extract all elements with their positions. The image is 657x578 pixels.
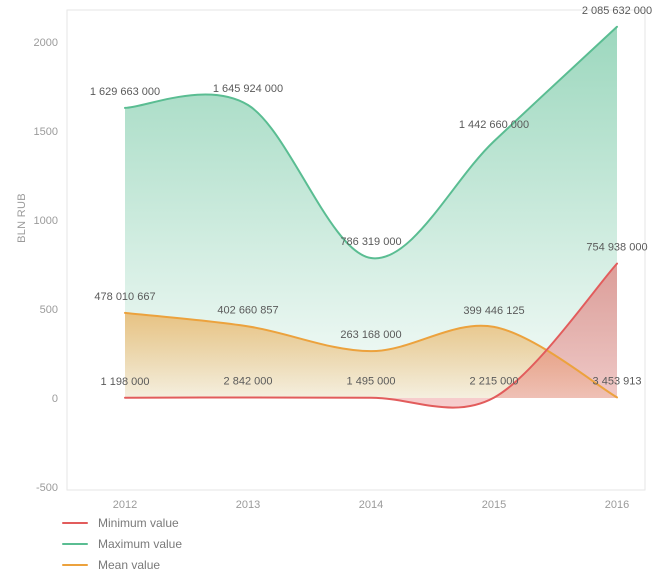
series-area-minimum-value xyxy=(125,263,617,408)
data-label: 478 010 667 xyxy=(94,291,155,303)
data-label: 754 938 000 xyxy=(586,242,647,254)
data-label: 399 446 125 xyxy=(463,305,524,317)
series-line-minimum-value xyxy=(124,262,618,409)
y-tick-label: 500 xyxy=(40,304,58,316)
series-area-maximum-value xyxy=(125,26,617,398)
data-label: 1 645 924 000 xyxy=(213,83,283,95)
data-label: 786 319 000 xyxy=(340,236,401,248)
x-tick-label: 2015 xyxy=(482,499,506,511)
data-label: 1 629 663 000 xyxy=(90,86,160,98)
data-label: 2 215 000 xyxy=(470,376,519,388)
data-label: 1 495 000 xyxy=(347,376,396,388)
data-label: 2 085 632 000 xyxy=(582,5,652,17)
legend-item-label: Mean value xyxy=(98,557,161,572)
x-tick-label: 2016 xyxy=(605,499,629,511)
x-tick-label: 2013 xyxy=(236,499,260,511)
legend-item-label: Minimum value xyxy=(98,515,179,530)
plot-area: -500 0 500 1000 1500 2000 2012 2013 2014 2015 2016… xyxy=(16,5,652,511)
legend-marker-icon xyxy=(62,563,88,566)
legend-marker-icon xyxy=(62,521,88,524)
legend: Minimum value Maximum value Mean value xyxy=(62,512,182,575)
legend-item-minimum-value[interactable]: Minimum value xyxy=(62,512,182,533)
legend-item-label: Maximum value xyxy=(98,536,183,551)
x-tick-label: 2012 xyxy=(113,499,137,511)
data-label: 402 660 857 xyxy=(217,304,278,316)
data-label: 1 442 660 000 xyxy=(459,119,529,131)
x-tick-label: 2014 xyxy=(359,499,383,511)
data-label: 263 168 000 xyxy=(340,329,401,341)
legend-marker-icon xyxy=(62,542,88,545)
data-label: 3 453 913 xyxy=(593,375,642,387)
data-label: 1 198 000 xyxy=(101,376,150,388)
y-tick-label: 1000 xyxy=(34,215,58,227)
y-tick-label: -500 xyxy=(36,482,58,494)
legend-item-maximum-value[interactable]: Maximum value xyxy=(62,533,182,554)
y-axis-title: BLN RUB xyxy=(16,193,28,243)
series-line-mean-value xyxy=(124,311,618,399)
y-tick-label: 2000 xyxy=(34,37,58,49)
y-tick-label: 1500 xyxy=(34,126,58,138)
series-line-maximum-value xyxy=(124,25,618,260)
plot-border xyxy=(66,9,646,491)
series-area-mean-value xyxy=(125,312,617,398)
legend-item-mean-value[interactable]: Mean value xyxy=(62,554,182,575)
data-label: 2 842 000 xyxy=(224,375,273,387)
y-tick-label: 0 xyxy=(52,393,58,405)
